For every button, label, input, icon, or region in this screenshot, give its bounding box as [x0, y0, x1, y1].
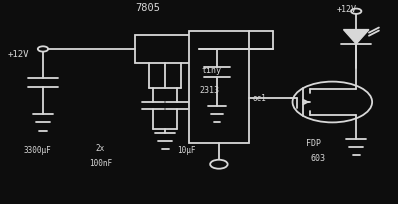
- Text: 2x: 2x: [96, 144, 105, 153]
- Bar: [135, 35, 199, 63]
- Text: oc1: oc1: [253, 94, 267, 103]
- Text: 100nF: 100nF: [90, 159, 113, 168]
- Text: +12V: +12V: [336, 5, 356, 14]
- Text: tiny: tiny: [201, 66, 221, 75]
- Polygon shape: [343, 30, 369, 44]
- Text: 2313: 2313: [200, 86, 220, 95]
- Text: 7805: 7805: [135, 3, 160, 13]
- Text: 603: 603: [310, 154, 326, 163]
- Text: 3300μF: 3300μF: [24, 146, 52, 155]
- Text: +12V: +12V: [8, 50, 29, 59]
- Bar: [189, 31, 249, 143]
- Text: 10μF: 10μF: [177, 146, 195, 155]
- Text: FDP: FDP: [306, 139, 322, 148]
